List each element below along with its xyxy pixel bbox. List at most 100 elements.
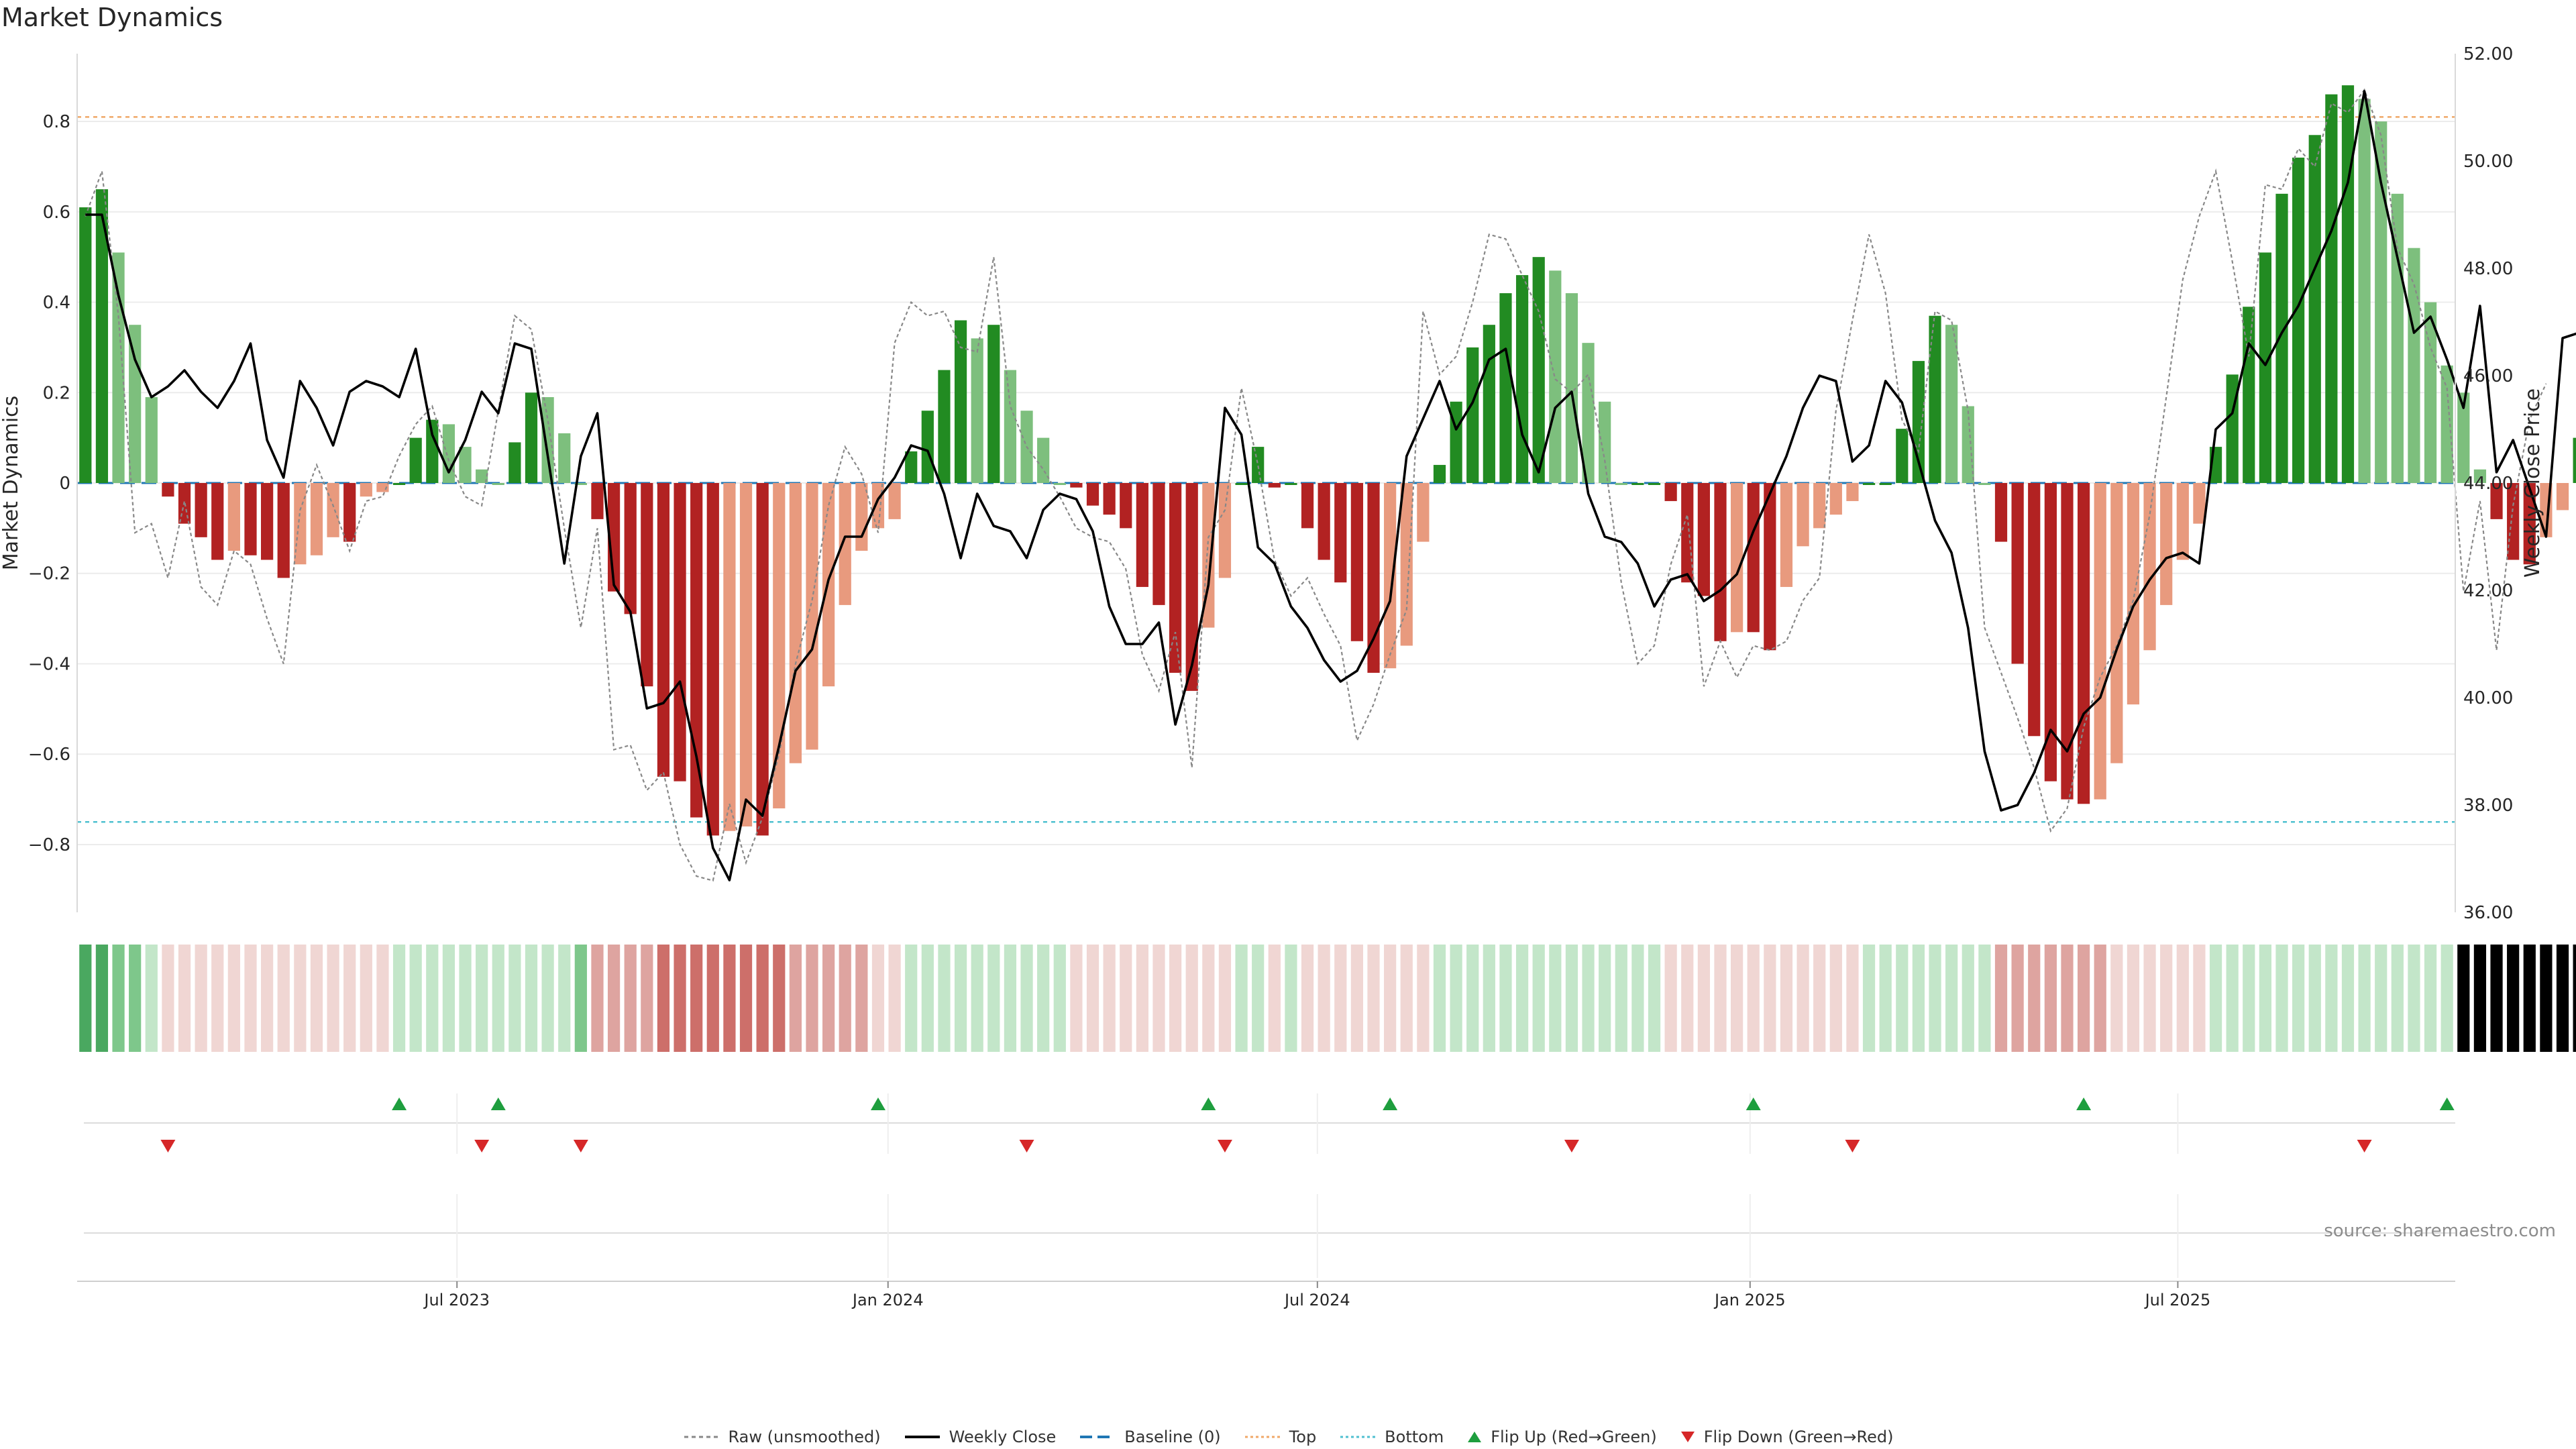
regime-cell bbox=[1367, 945, 1380, 1052]
flip-up-marker bbox=[2076, 1097, 2092, 1110]
dynamics-bar bbox=[2044, 483, 2057, 782]
dynamics-bar bbox=[2292, 157, 2305, 483]
dynamics-bar bbox=[1070, 483, 1083, 488]
flip-down-marker bbox=[1019, 1140, 1034, 1152]
legend-label-close: Weekly Close bbox=[949, 1428, 1057, 1446]
regime-cell bbox=[806, 945, 818, 1052]
legend-label-bottom: Bottom bbox=[1385, 1428, 1444, 1446]
regime-cell bbox=[1202, 945, 1215, 1052]
y-tick-label: 0.8 bbox=[43, 112, 70, 132]
regime-cell bbox=[1813, 945, 1826, 1052]
dynamics-bar bbox=[1896, 429, 1909, 483]
y-axis-title: Market Dynamics bbox=[0, 396, 23, 571]
regime-cell bbox=[2358, 945, 2371, 1052]
dynamics-bar bbox=[1631, 483, 1644, 485]
dynamics-bar bbox=[1780, 483, 1793, 587]
dynamics-bar bbox=[195, 483, 207, 537]
legend-bottom-swatch bbox=[1340, 1436, 1376, 1438]
dynamics-bar bbox=[2424, 302, 2437, 483]
regime-cell bbox=[2540, 945, 2553, 1052]
dynamics-bar bbox=[2573, 437, 2576, 483]
dynamics-bar bbox=[1945, 325, 1958, 483]
dynamics-bar bbox=[1218, 483, 1232, 578]
y2-tick-label: 44.00 bbox=[2463, 474, 2513, 494]
regime-cell bbox=[1962, 945, 1974, 1052]
regime-cell bbox=[591, 945, 604, 1052]
dynamics-bar bbox=[954, 320, 967, 483]
dynamics-bar bbox=[1136, 483, 1148, 587]
flip-up-marker bbox=[490, 1097, 506, 1110]
legend: Raw (unsmoothed) Weekly Close Baseline (… bbox=[0, 1428, 2576, 1446]
regime-cell bbox=[1978, 945, 1991, 1052]
flip-up-marker bbox=[870, 1097, 885, 1110]
regime-cell bbox=[1681, 945, 1694, 1052]
dynamics-bar bbox=[392, 483, 406, 485]
dynamics-bar bbox=[1037, 437, 1050, 483]
legend-close-swatch bbox=[904, 1436, 940, 1438]
regime-cell bbox=[938, 945, 951, 1052]
regime-cell bbox=[1929, 945, 1941, 1052]
flip-markers bbox=[84, 1093, 2455, 1278]
regime-cell bbox=[2243, 945, 2255, 1052]
dynamics-bar bbox=[2176, 483, 2189, 560]
regime-cell bbox=[426, 945, 439, 1052]
regime-cell bbox=[1400, 945, 1413, 1052]
regime-cell bbox=[987, 945, 1000, 1052]
dynamics-bar bbox=[508, 442, 521, 483]
regime-cell bbox=[1466, 945, 1479, 1052]
regime-cell bbox=[492, 945, 504, 1052]
flip-down-marker bbox=[573, 1140, 588, 1152]
regime-cell bbox=[1846, 945, 1859, 1052]
regime-cell bbox=[1301, 945, 1314, 1052]
regime-cell bbox=[1664, 945, 1677, 1052]
dynamics-bar bbox=[145, 397, 158, 483]
y-tick-label: 0.6 bbox=[43, 203, 70, 223]
dynamics-bar bbox=[112, 252, 125, 483]
regime-cell bbox=[1318, 945, 1330, 1052]
regime-cell bbox=[1120, 945, 1132, 1052]
dynamics-bar bbox=[1417, 483, 1430, 542]
dynamics-bar bbox=[227, 483, 240, 551]
x-tick-label: Jul 2024 bbox=[1283, 1291, 1350, 1309]
regime-cell bbox=[1268, 945, 1281, 1052]
dynamics-bar bbox=[95, 189, 109, 483]
regime-cell bbox=[1169, 945, 1182, 1052]
dynamics-bar bbox=[1053, 483, 1066, 485]
regime-cell bbox=[1515, 945, 1529, 1052]
dynamics-bar bbox=[426, 419, 439, 483]
dynamics-bar bbox=[971, 338, 983, 483]
y-tick-label: 0 bbox=[59, 474, 70, 494]
dynamics-bar bbox=[2143, 483, 2156, 651]
y2-axis-title: Weekly Close Price bbox=[2521, 388, 2544, 578]
dynamics-bar bbox=[1466, 347, 1479, 483]
dynamics-bar bbox=[2028, 483, 2041, 737]
regime-cell bbox=[2473, 945, 2487, 1052]
regime-cell bbox=[1599, 945, 1611, 1052]
price-lines bbox=[85, 88, 2576, 882]
dynamics-bar bbox=[409, 437, 422, 483]
regime-cell bbox=[310, 945, 323, 1052]
dynamics-bar bbox=[1252, 447, 1265, 483]
regime-cell bbox=[2028, 945, 2041, 1052]
dynamics-bar bbox=[1664, 483, 1677, 501]
regime-cell bbox=[1747, 945, 1760, 1052]
dynamics-bar bbox=[2127, 483, 2140, 705]
dynamics-bar bbox=[1004, 370, 1017, 483]
regime-cell bbox=[855, 945, 868, 1052]
regime-cell bbox=[1103, 945, 1116, 1052]
regime-cell bbox=[2226, 945, 2239, 1052]
x-tick-label: Jul 2025 bbox=[2144, 1291, 2211, 1309]
dynamics-bar bbox=[310, 483, 323, 555]
dynamics-bar bbox=[1367, 483, 1380, 673]
dynamics-bar bbox=[1532, 257, 1545, 483]
regime-cell bbox=[1631, 945, 1644, 1052]
dynamics-bars bbox=[79, 85, 2576, 836]
regime-cell bbox=[2259, 945, 2272, 1052]
regime-cell bbox=[2094, 945, 2106, 1052]
regime-cell bbox=[839, 945, 851, 1052]
regime-cell bbox=[376, 945, 389, 1052]
regime-cell bbox=[607, 945, 621, 1052]
regime-cell bbox=[888, 945, 901, 1052]
regime-cell bbox=[1185, 945, 1198, 1052]
legend-label-raw: Raw (unsmoothed) bbox=[728, 1428, 881, 1446]
